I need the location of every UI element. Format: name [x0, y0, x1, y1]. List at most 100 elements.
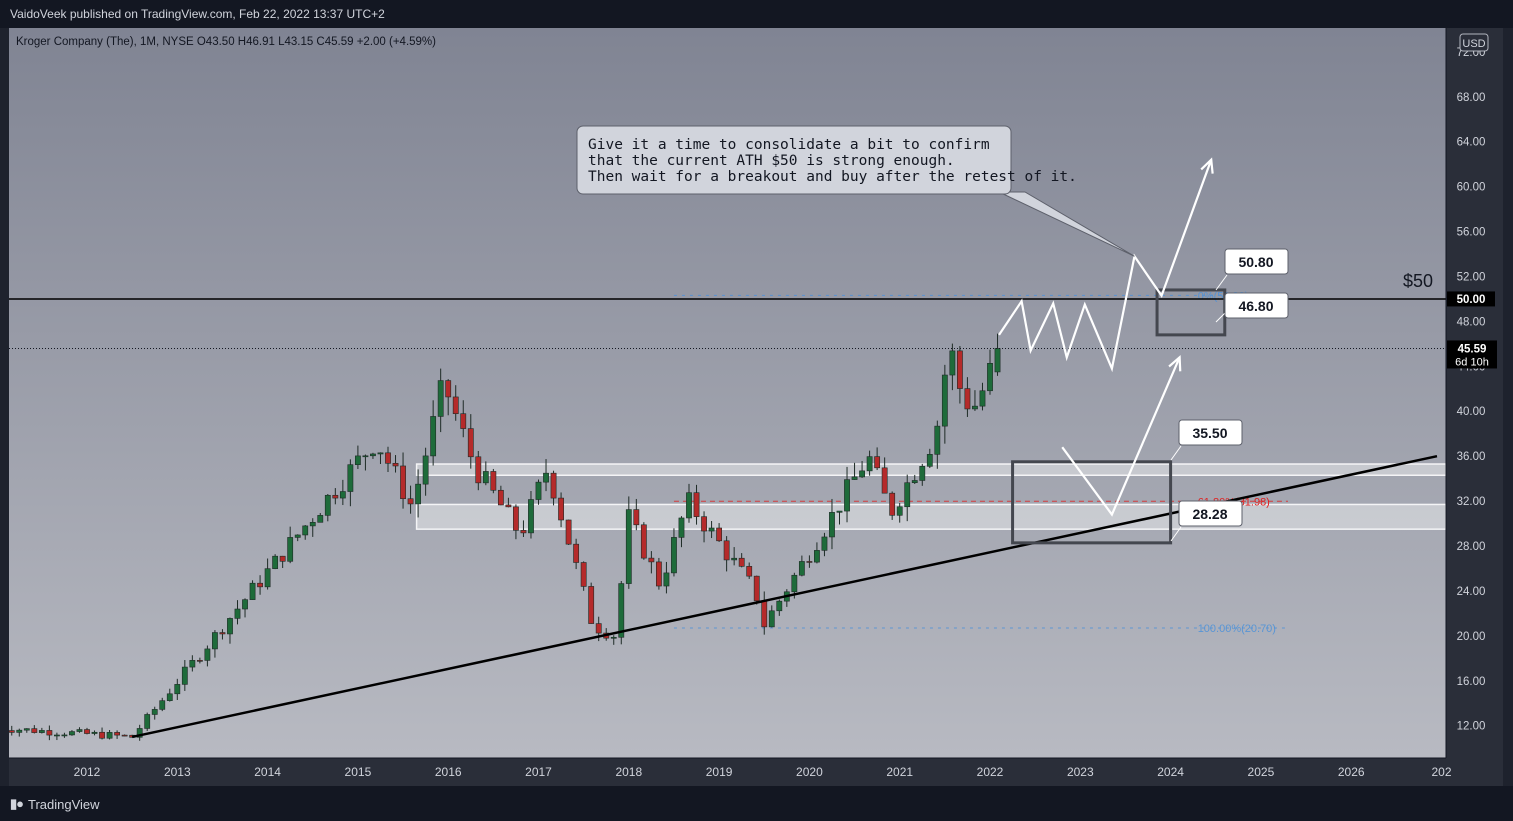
candle-body	[272, 555, 279, 569]
candle	[904, 474, 911, 522]
candle	[987, 349, 993, 395]
callout-box[interactable]	[576, 125, 1012, 195]
candle	[949, 343, 956, 391]
candle	[61, 732, 68, 738]
candle-body	[370, 453, 376, 457]
tradingview-logo-icon: ▮●	[10, 796, 24, 811]
candle	[716, 523, 722, 542]
label-50-80[interactable]: 50.80	[1215, 248, 1289, 291]
candle	[151, 706, 158, 720]
y-tick-label: 68.00	[1457, 92, 1486, 104]
candle-body	[881, 467, 888, 494]
candle	[91, 730, 98, 736]
y-tick-label: 24.00	[1457, 586, 1486, 598]
candle	[370, 452, 376, 459]
candle-body	[377, 452, 384, 455]
candle-body	[9, 730, 15, 733]
candle	[445, 379, 452, 416]
candle-body	[994, 348, 1001, 373]
candle	[678, 516, 685, 548]
candle-body	[926, 454, 933, 467]
x-tick-label: 2024	[1157, 765, 1184, 779]
candle	[53, 732, 60, 741]
candle-body	[588, 586, 595, 624]
candle	[482, 461, 489, 486]
candle-body	[513, 506, 519, 531]
candle-body	[99, 731, 105, 739]
candle	[798, 555, 805, 577]
candle	[212, 630, 218, 658]
candle-body	[528, 499, 534, 534]
candle	[287, 526, 294, 564]
x-ticks: 2012 2013 2014 2015 2016 2017 2018 2019 2020 2021…	[74, 765, 1452, 779]
candle	[415, 469, 421, 518]
y-tick-label: 20.00	[1457, 631, 1486, 643]
candle	[505, 497, 512, 508]
tradingview-logo[interactable]: ▮● TradingView	[10, 796, 100, 812]
candle-body	[309, 522, 316, 527]
candle	[460, 400, 467, 438]
candle-body	[746, 566, 753, 577]
candle	[332, 488, 339, 505]
label-28-28[interactable]: 28.28	[1170, 500, 1243, 542]
candle-body	[430, 416, 437, 457]
label-35-50-text: 35.50	[1192, 425, 1227, 441]
last-price-text: 45.59	[1458, 343, 1487, 355]
candle	[69, 730, 75, 736]
callout-line-3: Then wait for a breakout and buy after t…	[588, 169, 1077, 185]
x-tick-label: 2016	[435, 765, 462, 779]
candle-body	[460, 413, 467, 429]
time-axis[interactable]	[9, 758, 1503, 786]
candle	[731, 547, 738, 566]
candle	[242, 598, 248, 618]
candle	[889, 491, 896, 520]
candle-body	[663, 572, 670, 587]
candle	[896, 502, 903, 523]
candle	[618, 580, 625, 645]
candle-body	[633, 509, 640, 526]
candle-body	[979, 390, 986, 407]
candle	[437, 368, 444, 433]
price-chart[interactable]: 0%(50.32)61.80%(31.98)100.00%(20.70) Giv…	[9, 28, 1503, 786]
label-46-80[interactable]: 46.80	[1215, 292, 1289, 323]
publisher-text: VaidoVeek published on TradingView.com, …	[10, 7, 385, 21]
y-tick-label: 32.00	[1457, 496, 1486, 508]
candle-body	[242, 599, 248, 610]
candle	[550, 470, 557, 506]
chart-legend: Kroger Company (The), 1M, NYSE O43.50 H4…	[16, 36, 436, 48]
price-axis[interactable]	[1446, 28, 1503, 758]
candle-body	[467, 428, 474, 458]
candle-body	[121, 734, 128, 737]
candle	[663, 561, 670, 594]
candle-body	[302, 525, 309, 536]
candle	[121, 734, 128, 737]
candle	[994, 333, 1001, 376]
level-50-text: 50.00	[1457, 294, 1486, 306]
candle-body	[618, 583, 625, 638]
currency-badge[interactable]	[1459, 33, 1489, 52]
candle	[693, 484, 700, 525]
y-tick-label: 36.00	[1457, 451, 1486, 463]
support-box[interactable]	[1011, 460, 1173, 545]
candle	[106, 730, 113, 740]
x-tick-label: 2020	[796, 765, 823, 779]
x-tick-label: 2022	[977, 765, 1004, 779]
candle	[708, 521, 715, 539]
x-tick-label: 2026	[1338, 765, 1365, 779]
candle-body	[16, 729, 23, 733]
candle	[806, 555, 813, 568]
candle-body	[731, 557, 738, 561]
candle-body	[189, 660, 196, 668]
candle	[189, 655, 196, 672]
candle	[76, 727, 83, 733]
candle-body	[46, 730, 53, 736]
candles-layer	[9, 333, 1001, 741]
candle	[422, 447, 429, 496]
candle	[881, 457, 888, 494]
candle	[31, 725, 38, 734]
y-tick-label: 60.00	[1457, 182, 1486, 194]
candle	[979, 382, 986, 411]
candle	[768, 605, 775, 628]
candle-body	[956, 350, 963, 389]
label-35-50[interactable]: 35.50	[1170, 419, 1243, 461]
